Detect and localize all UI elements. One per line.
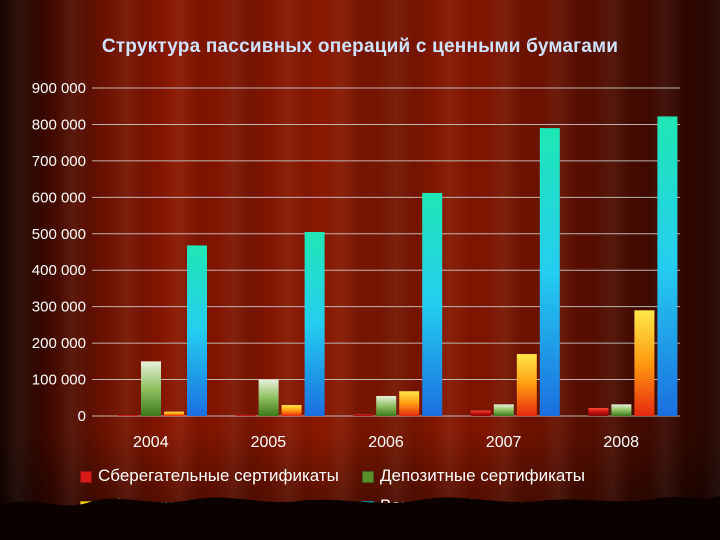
chart-title: Структура пассивных операций с ценными б… <box>101 36 619 57</box>
y-tick-label: 500 000 <box>32 226 86 243</box>
x-tick-label: 2008 <box>603 434 639 451</box>
bar-savings <box>118 415 138 416</box>
bar-bills <box>422 192 443 416</box>
bar-bills <box>187 245 207 416</box>
bar-savings <box>588 407 609 416</box>
legend-label-deposit: Депозитные сертификаты <box>380 466 585 485</box>
y-tick-label: 100 000 <box>32 372 86 389</box>
bar-bills <box>657 116 678 416</box>
y-tick-label: 200 000 <box>32 335 86 352</box>
curtain-bottom-edge <box>0 496 720 540</box>
bar-savings <box>235 414 256 416</box>
legend-swatch-deposit <box>362 470 374 483</box>
y-tick-label: 0 <box>78 408 86 425</box>
y-tick-label: 700 000 <box>32 153 86 170</box>
bar-deposit <box>611 404 632 416</box>
y-tick-label: 400 000 <box>32 262 86 279</box>
bar-bonds <box>164 411 184 416</box>
bar-bonds <box>281 405 302 416</box>
y-tick-label: 900 000 <box>32 80 86 97</box>
x-tick-label: 2007 <box>486 434 522 451</box>
legend-item-deposit: Депозитные сертификаты <box>362 466 585 486</box>
legend-label-savings: Сберегательные сертификаты <box>98 466 339 485</box>
x-tick-label: 2004 <box>133 434 169 451</box>
x-tick-label: 2006 <box>368 434 404 451</box>
bar-savings <box>353 414 374 416</box>
bar-deposit <box>493 404 514 416</box>
bar-bills <box>539 128 560 417</box>
x-tick-label: 2005 <box>251 434 287 451</box>
legend-item-savings: Сберегательные сертификаты <box>80 466 339 486</box>
y-tick-label: 600 000 <box>32 189 86 206</box>
bar-deposit <box>258 379 279 416</box>
bar-bonds <box>516 354 537 416</box>
bar-bills <box>304 231 325 416</box>
y-tick-label: 300 000 <box>32 299 86 316</box>
bar-bonds <box>634 310 655 416</box>
bar-deposit <box>141 361 161 416</box>
bar-bonds <box>399 391 420 416</box>
legend-swatch-savings <box>80 470 92 483</box>
y-tick-label: 800 000 <box>32 116 86 133</box>
bar-savings <box>470 410 491 416</box>
bar-deposit <box>376 395 397 416</box>
